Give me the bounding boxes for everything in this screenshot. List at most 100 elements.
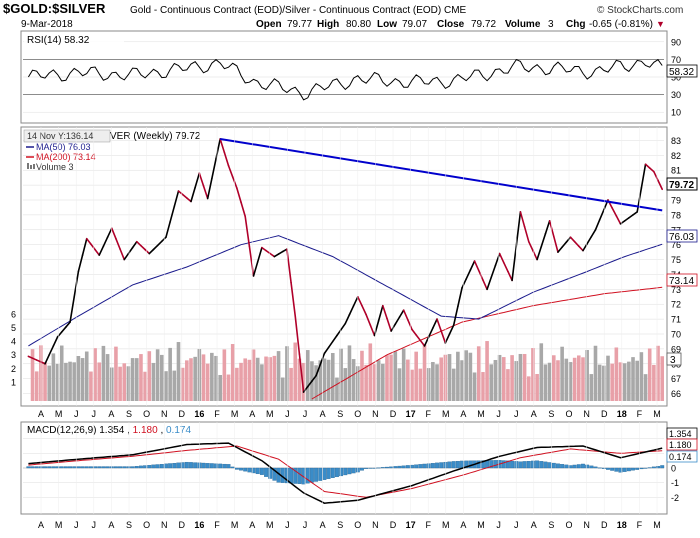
price-segment (427, 327, 434, 338)
volume-bar (364, 364, 368, 401)
volume-bar (59, 345, 64, 401)
macd-hist-bar (155, 464, 160, 469)
price-segment (94, 248, 101, 256)
price-tick-label: 78 (671, 210, 681, 220)
macd-hist-bar (34, 466, 39, 469)
symbol-description: Gold - Continuous Contract (EOD)/Silver … (130, 5, 467, 16)
macd-hist-bar (55, 466, 60, 469)
chart-date: 9-Mar-2018 (21, 19, 73, 30)
volume-bar (397, 368, 402, 401)
volume-bar (122, 363, 127, 401)
x-tick-label: A (38, 409, 44, 419)
volume-bar (476, 346, 481, 401)
x-tick-label: J (514, 409, 519, 419)
macd-label-macd: 1.354 (99, 425, 124, 436)
volume-bar (368, 343, 373, 401)
price-segment (382, 304, 388, 320)
volume-bar (360, 350, 364, 401)
x-tick-label: A (320, 409, 326, 419)
macd-hist-bar (214, 463, 218, 469)
x-tick-label: D (390, 520, 397, 530)
price-segment (436, 318, 442, 332)
volume-bar (581, 357, 585, 401)
x-tick-label: F (637, 409, 643, 419)
volume-bar (218, 375, 222, 401)
price-segment (56, 331, 63, 338)
volume-legend-icon (27, 163, 29, 169)
x-tick-label: F (425, 520, 431, 530)
volume-bar (339, 348, 343, 401)
rsi-tick-label: 10 (671, 108, 681, 118)
price-segment (511, 245, 518, 282)
signal-current-box (666, 438, 698, 451)
price-segment (340, 322, 347, 331)
price-segment (227, 164, 234, 178)
volume-bar (164, 371, 168, 401)
macd-hist-bar (326, 467, 331, 479)
ma50-line (28, 235, 663, 347)
ma50-current-value: 76.03 (669, 232, 694, 243)
macd-hist-bar (272, 467, 277, 481)
price-segment (106, 227, 113, 239)
volume-bar (272, 355, 277, 401)
volume-bar (51, 353, 56, 401)
macd-hist-bar (547, 462, 552, 469)
macd-hist-bar (193, 462, 198, 469)
volume-bar (134, 358, 139, 401)
price-segment (123, 252, 130, 261)
price-segment (578, 245, 584, 252)
volume-bar (89, 371, 93, 401)
macd-hist-bar (622, 467, 627, 472)
x-tick-label: D (390, 409, 397, 419)
macd-hist-bar (159, 464, 164, 469)
macd-hist-bar (318, 467, 323, 481)
price-segment (186, 197, 192, 203)
ma200-current-value: 73.14 (669, 276, 694, 287)
price-segment (69, 295, 76, 323)
x-tick-label: O (565, 520, 572, 530)
volume-bar (230, 344, 235, 401)
volume-bar (126, 366, 131, 401)
volume-bar (577, 355, 581, 401)
volume-bar (189, 358, 193, 401)
macd-tick-label: -1 (671, 478, 679, 488)
volume-bar (151, 362, 156, 401)
volume-bar (422, 344, 427, 401)
price-segment (386, 317, 392, 332)
volume-bar (214, 355, 218, 401)
price-segment (215, 138, 221, 160)
macd-hist-bar (305, 467, 310, 484)
macd-hist-bar (589, 465, 594, 469)
volume-bar (481, 372, 485, 401)
price-segment (269, 252, 276, 258)
macd-hist-bar (535, 460, 540, 469)
x-tick-label: M (653, 409, 661, 419)
macd-hist-bar (122, 466, 127, 469)
ma200-line (311, 286, 663, 400)
volume-bar (301, 362, 306, 401)
volume-bar (468, 352, 473, 401)
volume-bar (614, 347, 619, 401)
macd-hist-bar (105, 466, 110, 469)
x-tick-label: A (38, 520, 44, 530)
signal-current-value: 1.180 (669, 440, 692, 450)
price-segment (369, 324, 376, 337)
price-segment (248, 245, 255, 277)
volume-bar (314, 365, 318, 401)
price-tick-label: 71 (671, 315, 681, 325)
macd-hist-bar (339, 467, 344, 477)
price-segment (273, 253, 280, 258)
macd-hist-bar (414, 464, 419, 469)
macd-hist-bar (389, 466, 394, 469)
macd-hist-bar (564, 464, 569, 469)
rsi-tick-label: 90 (671, 37, 681, 47)
x-tick-label: M (55, 409, 63, 419)
x-tick-label: A (460, 409, 466, 419)
volume-bar (193, 356, 197, 401)
x-tick-label: M (266, 520, 274, 530)
volume-tick-label: 6 (11, 309, 16, 319)
x-tick-label: A (108, 409, 114, 419)
price-segment (653, 170, 659, 182)
x-tick-label: D (179, 520, 186, 530)
macd-hist-bar (651, 466, 656, 469)
